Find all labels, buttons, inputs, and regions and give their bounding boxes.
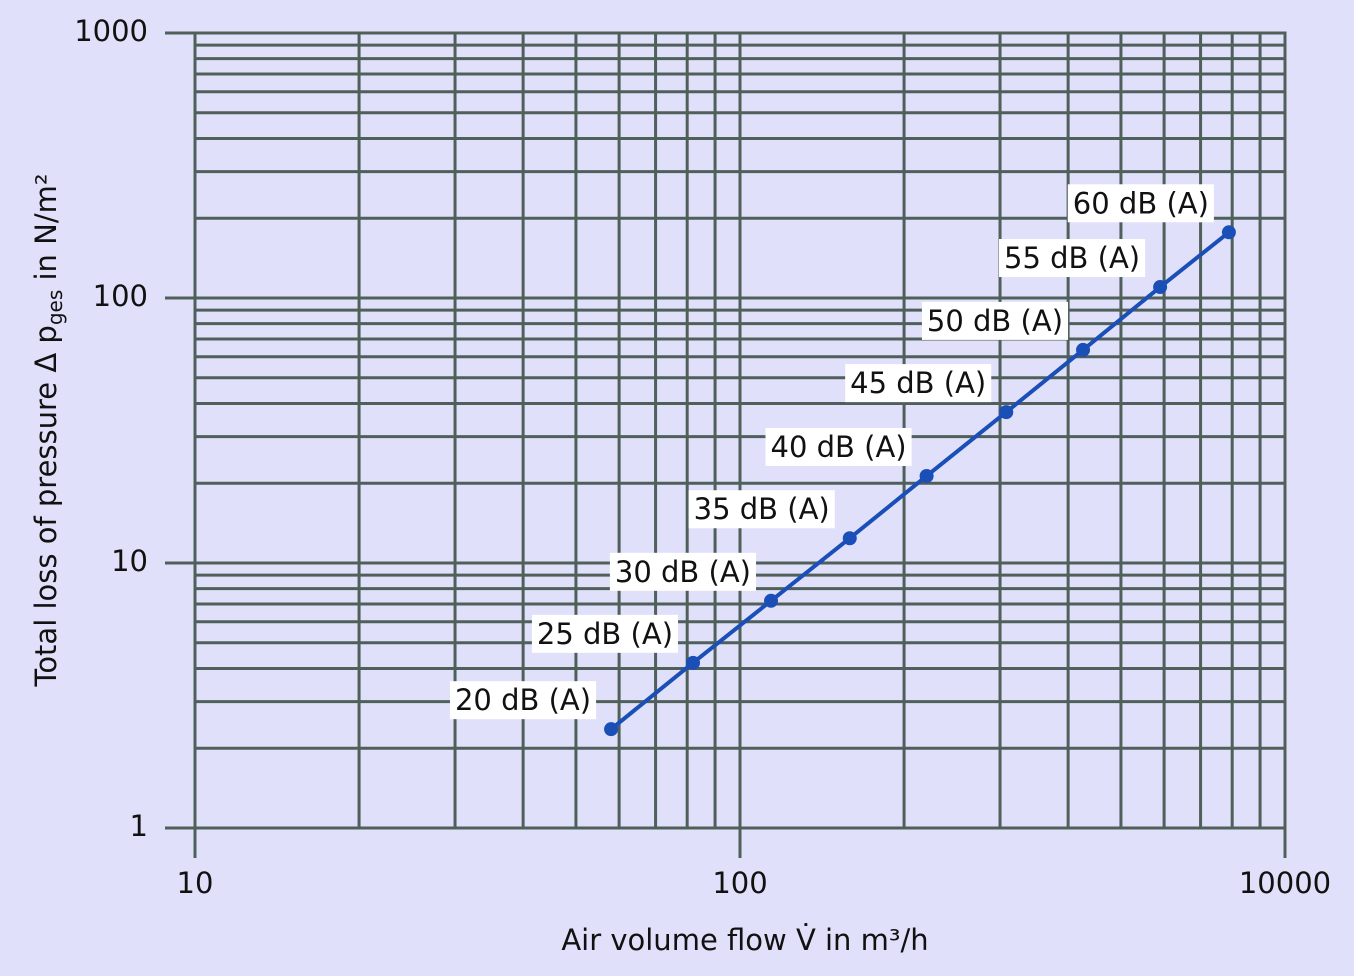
data-point	[999, 405, 1014, 420]
annotation: 55 dB (A)	[1004, 241, 1140, 275]
annotation: 40 dB (A)	[771, 430, 907, 464]
data-point	[604, 722, 619, 737]
data-point	[1221, 225, 1236, 240]
annotation: 50 dB (A)	[927, 304, 1063, 338]
annotation-bg	[921, 301, 1069, 340]
annotation: 45 dB (A)	[850, 366, 986, 400]
y-label-part: in N/m²	[29, 174, 63, 290]
annotation: 20 dB (A)	[455, 683, 591, 717]
annotation: 30 dB (A)	[615, 555, 751, 589]
annotation-bg	[688, 490, 835, 529]
annotation-bg	[999, 239, 1146, 278]
y-label-part: Total loss of pressure Δ p	[29, 325, 63, 687]
data-point	[842, 531, 857, 546]
annotation: 60 dB (A)	[1073, 186, 1209, 220]
x-axis-label: Air volume flow V̇ in m³/h	[561, 923, 928, 957]
annotation-bg	[531, 614, 679, 653]
data-point	[1076, 342, 1091, 357]
annotation-bg	[609, 552, 757, 591]
y-tick-label: 1	[130, 809, 148, 843]
annotation-bg	[1067, 184, 1214, 223]
plot-frame	[193, 31, 1287, 830]
x-tick-label: 10000	[1239, 866, 1331, 900]
data-point	[764, 593, 779, 608]
annotation-bg	[449, 681, 597, 720]
x-tick-label: 10	[177, 866, 214, 900]
y-axis-label: Total loss of pressure Δ pges in N/m²	[29, 174, 67, 688]
x-tick-label: 100	[712, 866, 767, 900]
annotation: 35 dB (A)	[694, 492, 830, 526]
data-point	[686, 655, 701, 670]
y-label-sub: ges	[43, 290, 67, 325]
data-point	[1153, 280, 1168, 295]
annotation-bg	[765, 427, 912, 466]
y-tick-label: 1000	[74, 14, 148, 48]
y-tick-label: 10	[111, 544, 148, 578]
annotation-bg	[845, 364, 992, 403]
annotation: 25 dB (A)	[537, 617, 673, 651]
data-point	[919, 468, 934, 483]
y-tick-label: 100	[93, 279, 148, 313]
